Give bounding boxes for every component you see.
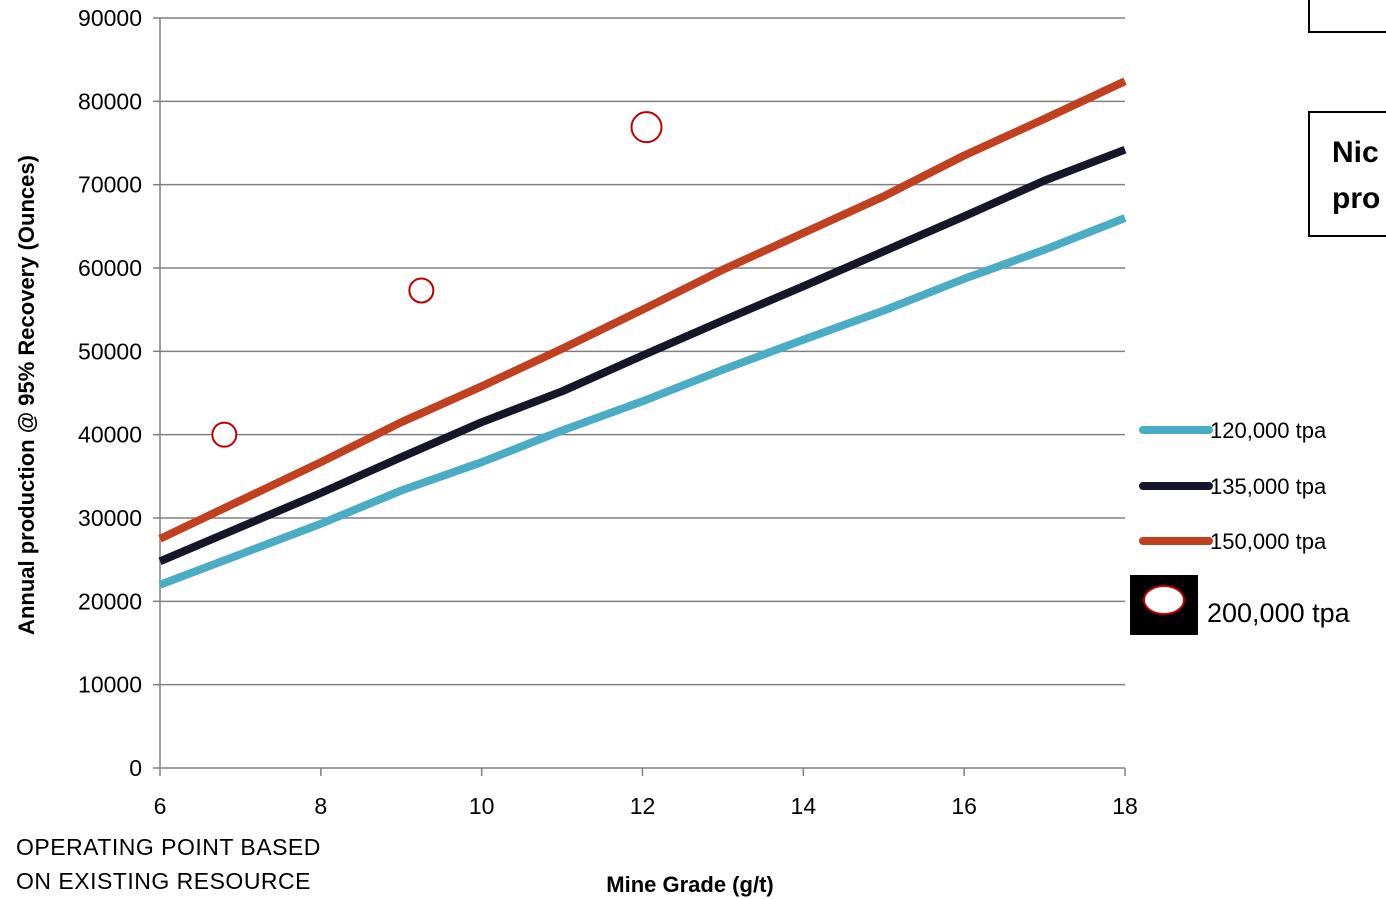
series-line-150-000-tpa bbox=[158, 77, 1127, 543]
series-line-120-000-tpa bbox=[158, 214, 1127, 589]
y-tick-label: 70000 bbox=[78, 172, 142, 198]
x-tick-label: 12 bbox=[630, 793, 656, 819]
x-tick-label: 10 bbox=[469, 793, 495, 819]
clipped-box-text-line1: Nic bbox=[1332, 136, 1379, 169]
y-tick-label: 80000 bbox=[78, 88, 142, 114]
clipped-box-text-line2: pro bbox=[1332, 182, 1380, 215]
x-tick-label: 14 bbox=[791, 793, 817, 819]
legend-marker-200-000-tpa bbox=[1143, 585, 1185, 615]
y-tick-labels: 0 10000 20000 30000 40000 50000 60000 70000 8000… bbox=[78, 5, 142, 781]
operating-point-note-line1: OPERATING POINT BASED bbox=[16, 834, 321, 860]
y-tick-label: 20000 bbox=[78, 588, 142, 614]
x-tick-label: 18 bbox=[1112, 793, 1138, 819]
x-tick-label: 16 bbox=[951, 793, 977, 819]
y-tick-label: 0 bbox=[129, 755, 142, 781]
legend-label-150-000-tpa: 150,000 tpa bbox=[1210, 529, 1327, 554]
y-tick-label: 60000 bbox=[78, 255, 142, 281]
point-200-000-tpa bbox=[408, 277, 435, 304]
operating-point-note: OPERATING POINT BASED ON EXISTING RESOUR… bbox=[16, 830, 436, 898]
y-tick-label: 90000 bbox=[78, 5, 142, 31]
operating-point-note-line2: ON EXISTING RESOURCE bbox=[16, 868, 311, 894]
point-200-000-tpa bbox=[630, 111, 663, 144]
x-tick-labels: 6 8 10 12 14 16 18 bbox=[154, 793, 1138, 819]
y-tick-label: 10000 bbox=[78, 672, 142, 698]
x-tick-label: 8 bbox=[314, 793, 327, 819]
y-tick-label: 30000 bbox=[78, 505, 142, 531]
series-layer bbox=[158, 77, 1127, 589]
point-200-000-tpa bbox=[211, 421, 238, 448]
legend-label-135-000-tpa: 135,000 tpa bbox=[1210, 474, 1327, 499]
legend-label-120-000-tpa: 120,000 tpa bbox=[1210, 418, 1327, 443]
y-tick-label: 50000 bbox=[78, 338, 142, 364]
legend: 120,000 tpa 135,000 tpa 150,000 tpa 200,000… bbox=[1130, 418, 1351, 635]
clipped-text-box: Nic pro bbox=[1308, 111, 1386, 237]
axes bbox=[153, 17, 1126, 776]
x-tick-label: 6 bbox=[154, 793, 167, 819]
series-line-135-000-tpa bbox=[158, 145, 1127, 565]
x-axis-title: Mine Grade (g/t) bbox=[606, 872, 773, 897]
y-tick-label: 40000 bbox=[78, 422, 142, 448]
clipped-top-box bbox=[1308, 0, 1386, 33]
y-axis-title: Annual production @ 95% Recovery (Ounces… bbox=[14, 155, 39, 635]
legend-label-200-000-tpa: 200,000 tpa bbox=[1207, 598, 1351, 628]
